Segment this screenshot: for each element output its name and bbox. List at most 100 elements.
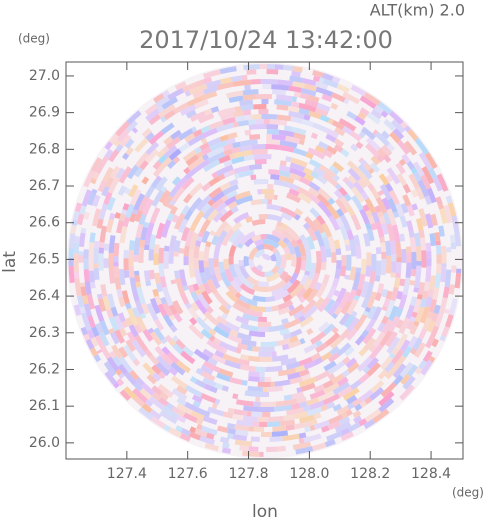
echo-cell [339, 214, 352, 232]
echo-cell [189, 426, 197, 434]
echo-cell [410, 269, 417, 277]
echo-cell [83, 169, 96, 188]
echo-cell [327, 373, 336, 381]
echo-cell [386, 167, 401, 185]
echo-cell [324, 332, 341, 347]
echo-cell [220, 271, 232, 288]
echo-cell [201, 182, 212, 192]
echo-cell [244, 390, 262, 397]
echo-cell [224, 195, 237, 206]
echo-cell [143, 270, 151, 282]
echo-cell [162, 314, 174, 328]
echo-cell [388, 110, 404, 125]
echo-cell [233, 275, 244, 287]
echo-cell [115, 121, 130, 137]
echo-cell [290, 101, 300, 108]
echo-cell [170, 375, 188, 390]
echo-cell [210, 273, 221, 290]
echo-cell [395, 319, 404, 329]
echo-cell [298, 176, 312, 186]
echo-cell [117, 185, 127, 197]
echo-cell [379, 330, 393, 347]
echo-cell [208, 120, 224, 130]
echo-cell [221, 447, 231, 454]
echo-cell [156, 282, 163, 293]
echo-cell [269, 119, 288, 126]
echo-cell [93, 354, 102, 363]
echo-cell [234, 115, 246, 123]
echo-cell [90, 157, 103, 172]
echo-cell [355, 141, 364, 150]
echo-cell [161, 89, 170, 98]
echo-cell [298, 356, 313, 367]
echo-cell [430, 213, 438, 226]
echo-cell [332, 161, 345, 173]
echo-cell [96, 349, 103, 354]
echo-cell [128, 184, 139, 198]
echo-cell [357, 163, 373, 180]
echo-cell [351, 194, 364, 211]
echo-cell [183, 166, 191, 175]
echo-cell [205, 240, 212, 248]
echo-cell [345, 179, 355, 190]
echo-cell [168, 187, 179, 198]
echo-cell [399, 215, 408, 228]
echo-cell [204, 108, 213, 116]
echo-cell [263, 244, 275, 252]
echo-cell [351, 186, 365, 203]
echo-cell [208, 385, 218, 394]
echo-cell [166, 136, 182, 150]
echo-cell [262, 239, 280, 249]
echo-cell [312, 218, 325, 234]
echo-cell [418, 359, 428, 370]
echo-cell [324, 439, 336, 448]
echo-cell [99, 332, 110, 347]
echo-cell [184, 229, 195, 247]
echo-cell [152, 288, 160, 297]
echo-cell [222, 117, 236, 126]
echo-cell [332, 167, 340, 175]
echo-cell [191, 394, 203, 404]
echo-cell [175, 338, 186, 350]
echo-cell [141, 303, 150, 315]
echo-cell [315, 262, 322, 274]
echo-cell [195, 240, 202, 247]
echo-cell [399, 384, 415, 401]
echo-cell [249, 325, 259, 332]
echo-cell [271, 265, 280, 275]
echo-cell [278, 175, 295, 184]
echo-cell [269, 436, 283, 442]
echo-cell [268, 324, 286, 332]
echo-cell [107, 293, 116, 309]
echo-cell [291, 126, 307, 136]
echo-cell [387, 197, 398, 213]
echo-cell [325, 128, 340, 139]
echo-cell [238, 169, 254, 178]
echo-cell [282, 293, 293, 303]
echo-cell [248, 446, 259, 452]
echo-cell [163, 109, 176, 121]
echo-cell [333, 289, 341, 297]
echo-cell [269, 253, 277, 262]
echo-cell [188, 262, 196, 278]
echo-cell [426, 187, 437, 204]
echo-cell [285, 241, 296, 256]
echo-cell [392, 128, 405, 140]
echo-cell [314, 81, 329, 90]
echo-cell [312, 122, 328, 133]
echo-cell [148, 248, 155, 261]
echo-cell [265, 295, 276, 302]
echo-cell [346, 229, 354, 241]
echo-cell [197, 293, 210, 310]
echo-cell [279, 139, 298, 149]
echo-cell [110, 306, 119, 317]
echo-cell [204, 442, 219, 452]
echo-cell [228, 178, 239, 187]
echo-cell [84, 281, 92, 295]
echo-cell [168, 339, 176, 347]
echo-cell [248, 119, 256, 125]
echo-cell [320, 231, 328, 239]
echo-cell [108, 149, 120, 163]
echo-cell [316, 102, 331, 113]
echo-cell [202, 205, 215, 220]
